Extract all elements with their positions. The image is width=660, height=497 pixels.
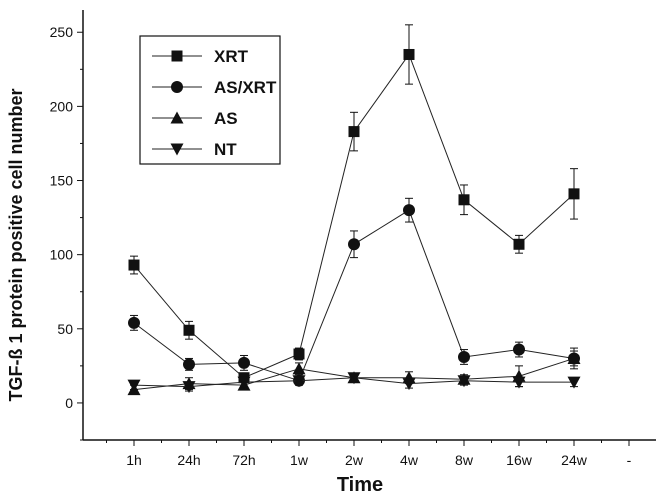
- legend: XRT AS/XRT AS NT: [139, 35, 281, 165]
- legend-marker-xrt: [171, 50, 183, 62]
- data-point-as-xrt: [513, 343, 525, 356]
- data-point-as-xrt: [403, 204, 415, 217]
- data-point-as-xrt: [128, 316, 140, 329]
- y-tick-label: 50: [57, 321, 73, 337]
- data-point-nt: [237, 376, 251, 389]
- y-tick-label: 150: [50, 173, 74, 189]
- data-point-xrt: [568, 188, 580, 200]
- x-tick-label: 1h: [126, 452, 142, 468]
- data-point-as: [292, 362, 306, 375]
- x-tick-label: -: [627, 452, 632, 468]
- data-point-xrt: [183, 324, 195, 336]
- data-point-nt: [567, 376, 581, 389]
- y-tick-label: 0: [65, 395, 73, 411]
- data-point-as-xrt: [238, 356, 250, 369]
- data-point-xrt: [293, 348, 305, 360]
- x-tick-label: 8w: [455, 452, 474, 468]
- plot-area: [127, 24, 581, 396]
- data-point-nt: [127, 379, 141, 392]
- legend-label-nt: NT: [214, 140, 237, 159]
- legend-label-xrt: XRT: [214, 47, 249, 66]
- x-axis-ticks: 1h 24h 72h 1w 2w 4w 8w 16w 24w -: [106, 440, 632, 468]
- series-as: [127, 347, 581, 396]
- legend-marker-as: [170, 111, 184, 124]
- legend-box: [139, 35, 281, 165]
- data-point-nt: [512, 376, 526, 389]
- x-tick-label: 24w: [561, 452, 588, 468]
- legend-marker-nt: [170, 143, 184, 156]
- y-axis-ticks: 0 50 100 150 200 250: [50, 24, 83, 441]
- legend-label-as-xrt: AS/XRT: [214, 78, 277, 97]
- x-tick-label: 4w: [400, 452, 419, 468]
- axes: [82, 10, 656, 441]
- data-point-xrt: [128, 259, 140, 271]
- data-point-nt: [292, 375, 306, 388]
- data-point-xrt: [513, 238, 525, 250]
- y-tick-label: 100: [50, 247, 74, 263]
- data-point-nt: [347, 372, 361, 385]
- legend-label-as: AS: [214, 109, 238, 128]
- y-tick-label: 250: [50, 24, 74, 40]
- data-point-xrt: [458, 194, 470, 206]
- data-point-as-xrt: [183, 358, 195, 371]
- x-tick-label: 24h: [177, 452, 200, 468]
- y-axis-title: TGF-ß 1 protein positive cell number: [6, 88, 26, 401]
- x-tick-label: 72h: [232, 452, 255, 468]
- x-tick-label: 16w: [506, 452, 533, 468]
- legend-marker-as-xrt: [171, 81, 183, 93]
- data-point-xrt: [348, 126, 360, 138]
- x-axis-title: Time: [337, 474, 383, 496]
- data-point-nt: [182, 381, 196, 394]
- x-tick-label: 1w: [290, 452, 309, 468]
- data-point-as: [567, 351, 581, 364]
- series-nt: [127, 372, 581, 394]
- data-point-nt: [402, 378, 416, 391]
- data-point-as-xrt: [458, 350, 470, 363]
- data-point-xrt: [403, 48, 415, 60]
- series-as-xrt: [128, 197, 580, 387]
- data-point-nt: [457, 375, 471, 388]
- x-tick-label: 2w: [345, 452, 364, 468]
- y-tick-label: 200: [50, 98, 74, 114]
- data-point-as-xrt: [348, 238, 360, 251]
